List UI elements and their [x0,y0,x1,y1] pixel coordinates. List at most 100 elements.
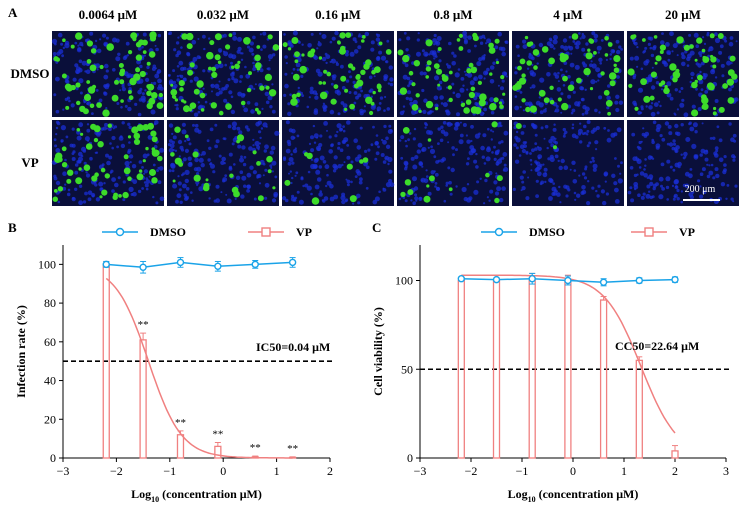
nucleus-dot [554,141,558,145]
nucleus-dot [417,32,420,35]
infected-cell-dot [425,75,430,79]
nucleus-dot [310,158,314,161]
nucleus-dot [189,79,193,83]
infected-cell-dot [593,51,597,55]
nucleus-dot [374,157,378,161]
concentration-labels: 0.0064 μM 0.032 μM 0.16 μM 0.8 μM 4 μM 20 μM [79,7,701,22]
nucleus-dot [182,172,186,176]
nucleus-dot [337,141,341,146]
nucleus-dot [345,50,350,54]
nucleus-dot [119,135,123,139]
infected-cell-dot [211,71,218,78]
x-tick-label: 0 [570,464,576,478]
nucleus-dot [470,124,474,129]
nucleus-dot [223,51,229,57]
nucleus-dot [445,110,451,116]
nucleus-dot [236,49,241,54]
infected-cell-dot [553,145,557,150]
infected-cell-dot [256,66,261,71]
nucleus-dot [239,52,243,55]
nucleus-dot [720,63,725,68]
nucleus-dot [337,112,341,116]
infected-cell-dot [402,54,410,63]
infected-cell-dot [214,54,221,61]
infected-cell-dot [136,124,144,132]
nucleus-dot [570,52,573,55]
nucleus-dot [212,170,216,174]
infected-cell-dot [70,44,75,49]
nucleus-dot [592,167,597,172]
nucleus-dot [710,163,714,167]
infected-cell-dot [373,66,381,73]
nucleus-dot [652,183,657,188]
nucleus-dot [443,199,447,203]
nucleus-dot [412,201,417,205]
nucleus-dot [218,90,223,95]
nucleus-dot [434,185,437,188]
infected-cell-dot [478,99,486,107]
nucleus-dot [703,42,707,46]
nucleus-dot [143,172,146,175]
nucleus-dot [614,187,619,193]
nucleus-dot [207,158,211,162]
infected-cell-dot [106,43,114,51]
nucleus-dot [408,97,413,102]
nucleus-dot [317,71,323,77]
nucleus-dot [343,137,349,143]
nucleus-dot [598,73,601,76]
vp-fit-curve [105,277,293,459]
nucleus-dot [76,71,79,74]
nucleus-dot [382,139,387,145]
nucleus-dot [418,196,423,201]
nucleus-dot [599,62,602,65]
nucleus-dot [264,182,270,188]
infected-cell-dot [604,53,609,57]
infected-cell-dot [562,54,569,61]
nucleus-dot [683,151,688,157]
nucleus-dot [55,126,59,130]
nucleus-dot [467,49,471,53]
nucleus-dot [689,126,695,132]
nucleus-dot [547,157,551,161]
infected-cell-dot [128,95,134,101]
legend-vp-marker [644,227,654,237]
nucleus-dot [734,184,738,188]
nucleus-dot [142,153,148,159]
nucleus-dot [489,97,495,103]
infected-cell-dot [589,38,595,44]
infected-cell-dot [53,56,59,62]
nucleus-dot [486,67,490,72]
nucleus-dot [84,191,88,196]
nucleus-dot [91,112,94,115]
nucleus-dot [564,130,568,134]
infected-cell-dot [267,169,272,174]
nucleus-dot [271,170,274,173]
nucleus-dot [139,64,143,69]
nucleus-dot [353,49,359,54]
nucleus-dot [534,167,539,173]
nucleus-dot [156,169,160,172]
infected-cell-dot [643,95,651,103]
nucleus-dot [388,65,393,70]
infected-cell-dot [93,125,101,133]
nucleus-dot [531,148,535,153]
nucleus-dot [322,160,327,164]
nucleus-dot [701,167,706,172]
nucleus-dot [55,148,61,153]
nucleus-dot [672,43,678,49]
nucleus-dot [614,100,619,105]
nucleus-dot [586,120,591,124]
legend-dmso-label: DMSO [150,225,186,239]
fit-annotation: IC50=0.04 μM [256,340,330,354]
nucleus-dot [529,70,535,75]
nucleus-dot [87,190,93,195]
nucleus-dot [71,143,76,148]
infected-cell-dot [407,189,414,196]
x-tick-label: −2 [465,464,478,478]
nucleus-dot [175,107,179,111]
nucleus-dot [667,58,671,62]
nucleus-dot [473,76,478,82]
nucleus-dot [318,192,323,197]
nucleus-dot [112,37,117,43]
nucleus-dot [459,87,465,93]
